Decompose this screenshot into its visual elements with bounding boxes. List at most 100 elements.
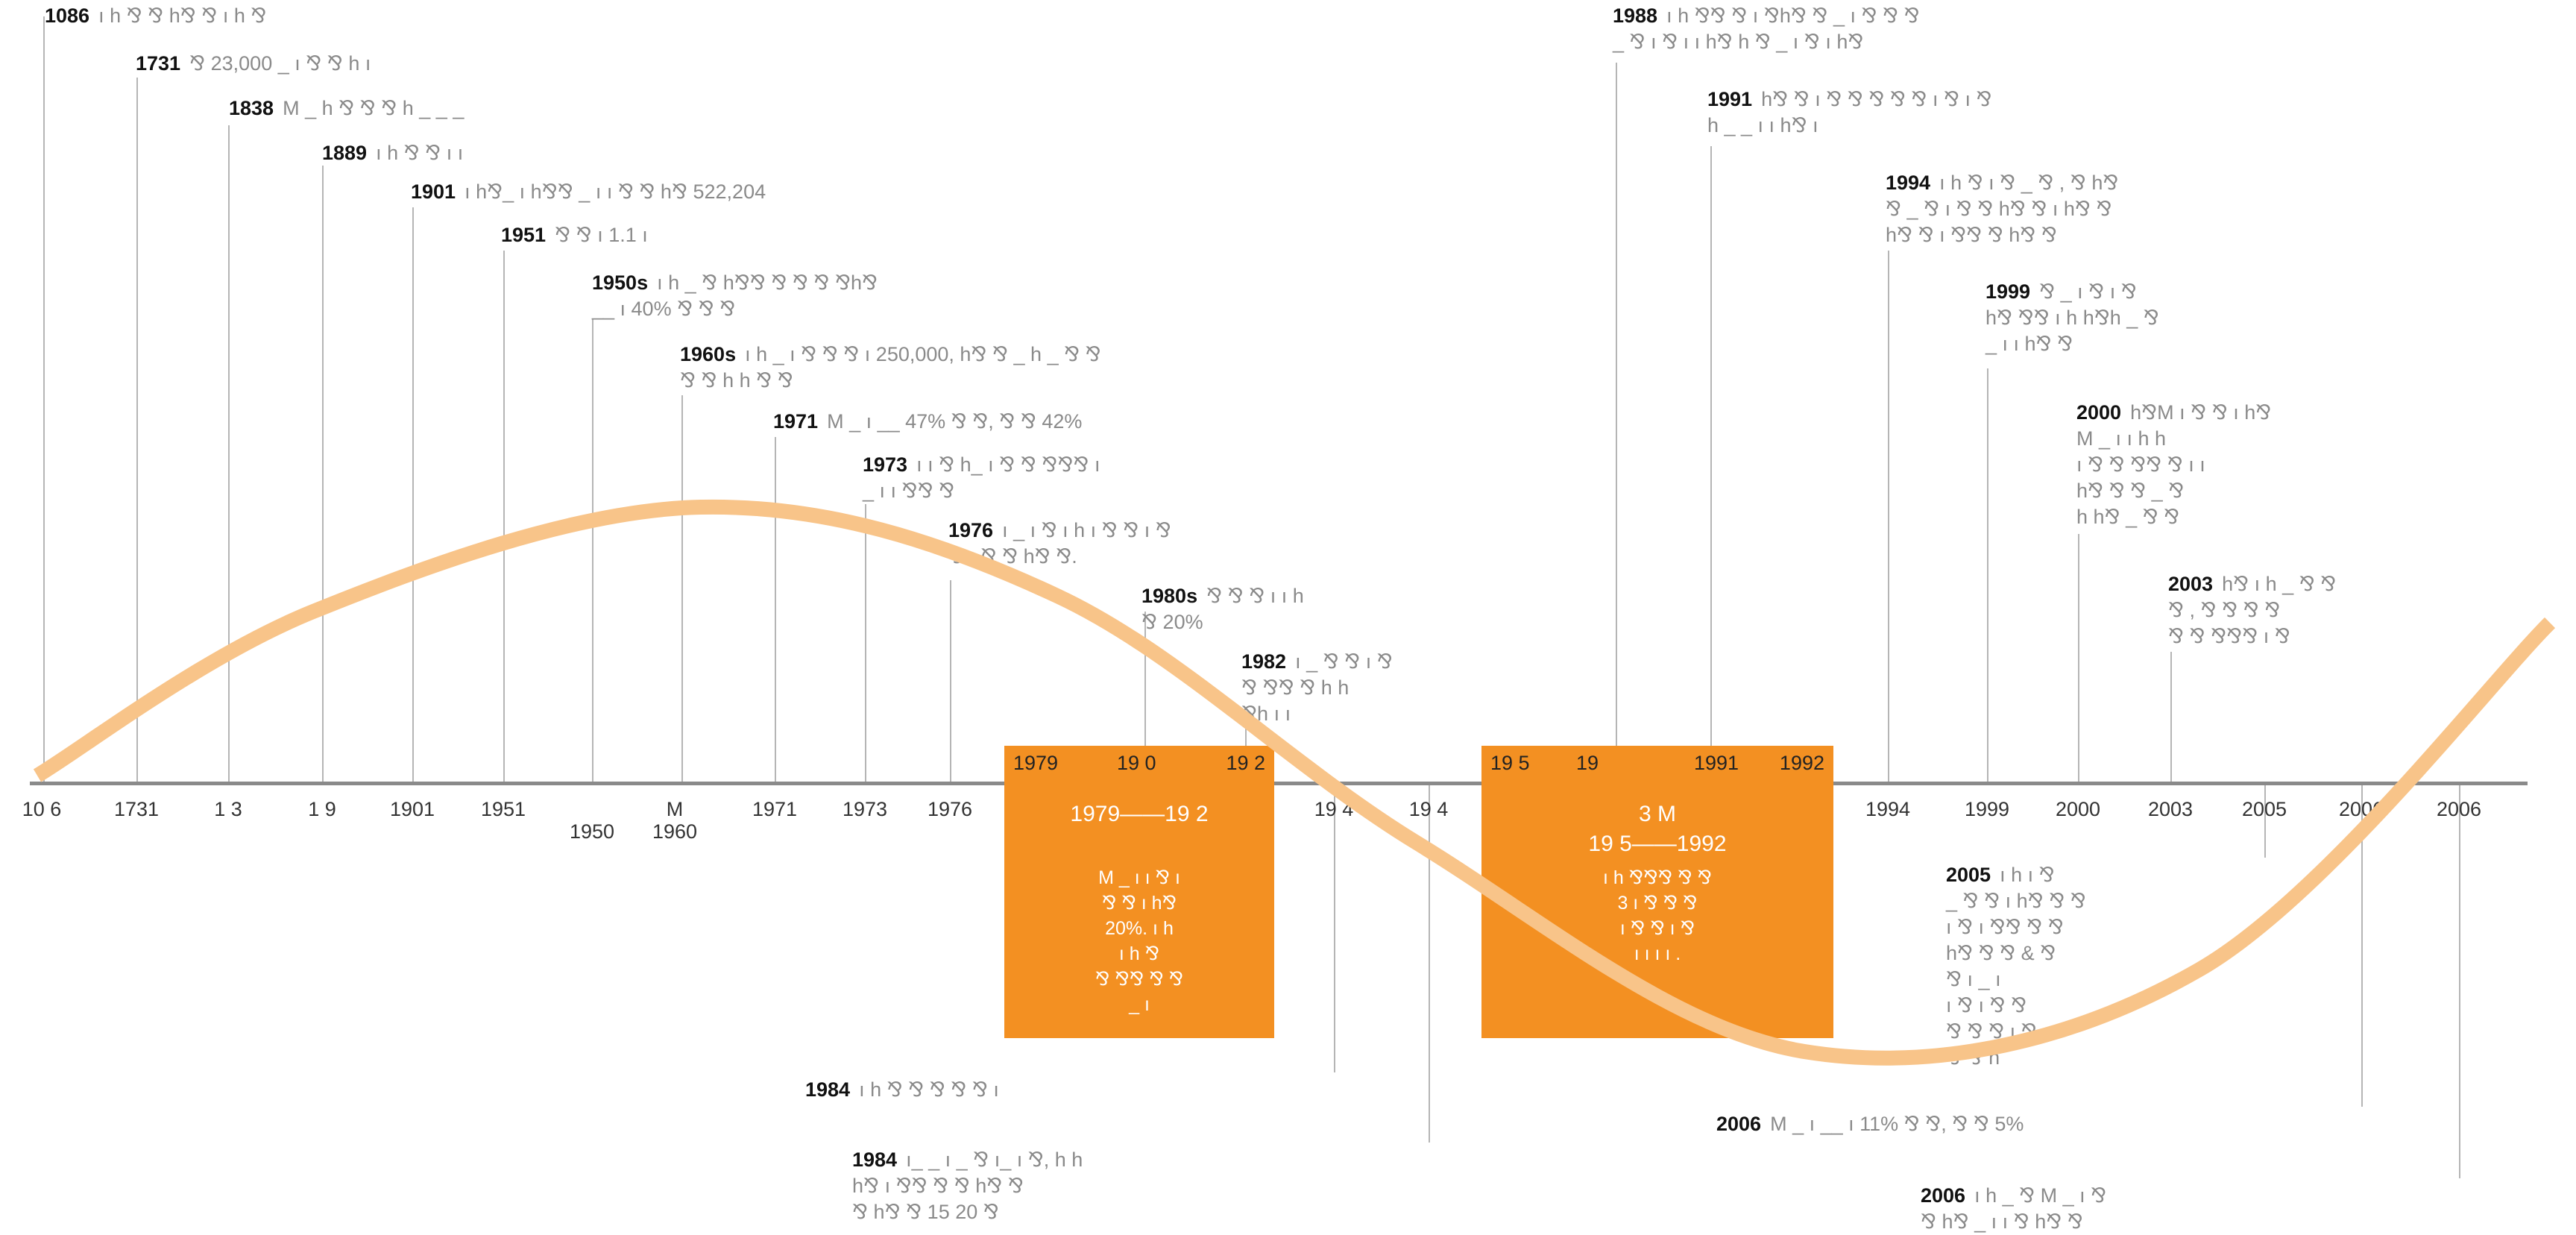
axis-label: 2000	[2055, 798, 2101, 820]
event-item: 1984 ı_ _ ı _ ⅋ ı_ ı ⅋, h h h⅋ ı ⅋⅋ ⅋ ⅋ h…	[852, 1147, 1083, 1225]
event-text: ı_ _ ı _ ⅋ ı_ ı ⅋, h h h⅋ ı ⅋⅋ ⅋ ⅋ h⅋ ⅋ …	[852, 1148, 1083, 1223]
event-text: h⅋M ı ⅋ ⅋ ı h⅋ M _ ı ı h h ı ⅋ ⅋ ⅋⅋ ⅋ ı …	[2076, 401, 2272, 528]
axis-label: 1 9	[308, 798, 336, 820]
event-item: 1999 ⅋ _ ı ⅋ ı ⅋ h⅋ ⅋⅋ ı h h⅋h _ ⅋ _ ı ı …	[1985, 279, 2159, 357]
event-item: 1731 ⅋ 23,000 _ ı ⅋ ⅋ h ı	[136, 51, 371, 77]
event-item: 1980s ⅋ ⅋ ⅋ ı ı h ⅋ 20%	[1141, 583, 1304, 635]
event-year: 1950s	[592, 271, 649, 294]
axis-label: M	[666, 798, 684, 820]
event-item: 1988 ı h ⅋⅋ ⅋ ı ⅋h⅋ ⅋ _ ı ⅋ ⅋ ⅋ _ ⅋ ı ⅋ ı…	[1613, 3, 1920, 55]
event-year: 1889	[322, 142, 368, 164]
event-text: ı h ⅋⅋ ⅋ ı ⅋h⅋ ⅋ _ ı ⅋ ⅋ ⅋ _ ⅋ ı ⅋ ı ı h…	[1613, 4, 1920, 53]
event-item: 2006 M _ ı __ ı 11% ⅋ ⅋, ⅋ ⅋ 5%	[1716, 1111, 2024, 1137]
event-item: 1086 ı h ⅋ ⅋ h⅋ ⅋ ı h ⅋	[45, 3, 266, 29]
axis-label: 19 4	[1408, 798, 1449, 820]
trend-wave-path	[33, 499, 2556, 1066]
event-connector	[865, 504, 866, 782]
axis-label: 1999	[1964, 798, 2010, 820]
event-connector	[775, 437, 776, 782]
axis-label: 1901	[389, 798, 435, 820]
event-connector	[1888, 251, 1889, 782]
event-item: 1971 M _ ı __ 47% ⅋ ⅋, ⅋ ⅋ 42%	[773, 409, 1082, 435]
event-item: 1960s ı h _ ı ⅋ ⅋ ⅋ ı 250,000, h⅋ ⅋ _ h _…	[680, 342, 1101, 394]
event-item: 1951 ⅋ ⅋ ı 1.1 ı	[501, 222, 648, 248]
event-text: h⅋ ı h _ ⅋ ⅋ ⅋ , ⅋ ⅋ ⅋ ⅋ ⅋ ⅋ ⅋⅋⅋ ı ⅋	[2168, 573, 2337, 647]
axis-label: 1973	[842, 798, 888, 820]
event-year: 1984	[852, 1148, 898, 1171]
event-text: ı ı ⅋ h_ ı ⅋ ⅋ ⅋⅋⅋ ı _ ı ı ⅋⅋ ⅋	[863, 453, 1100, 502]
event-text: ⅋ ⅋ ⅋ ı ı h ⅋ 20%	[1141, 585, 1304, 633]
event-text: ı h ı ⅋ _ ⅋ ⅋ ı h⅋ ⅋ ⅋ ı ⅋ ı ⅋⅋ ⅋ ⅋ h⅋ ⅋…	[1946, 864, 2086, 1069]
period-box-tick: 1991	[1694, 752, 1739, 774]
event-item: 2003 h⅋ ı h _ ⅋ ⅋ ⅋ , ⅋ ⅋ ⅋ ⅋ ⅋ ⅋ ⅋⅋⅋ ı ⅋	[2168, 571, 2336, 650]
event-item: 1973 ı ı ⅋ h_ ı ⅋ ⅋ ⅋⅋⅋ ı _ ı ı ⅋⅋ ⅋	[863, 452, 1100, 504]
period-box-tick: 19 5	[1490, 752, 1530, 774]
event-connector	[1616, 63, 1617, 782]
event-item: 2000 h⅋M ı ⅋ ⅋ ı h⅋ M _ ı ı h h ı ⅋ ⅋ ⅋⅋ …	[2076, 400, 2271, 530]
axis-label: 1976	[927, 798, 973, 820]
event-connector	[2170, 652, 2172, 782]
event-text: ı _ ı ⅋ ı h ı ⅋ ⅋ ı ⅋ ⅋ ı ⅋ ⅋ h⅋ ⅋.	[948, 519, 1171, 568]
event-item: 1950s ı h _ ⅋ h⅋⅋ ⅋ ⅋ ⅋ ⅋h⅋ __ ı 40% ⅋ ⅋ …	[592, 270, 878, 322]
event-connector	[2264, 785, 2266, 858]
event-year: 1982	[1241, 650, 1287, 673]
event-year: 1951	[501, 224, 547, 246]
event-connector	[2078, 534, 2079, 782]
event-connector	[1987, 368, 1988, 782]
event-text: ⅋ _ ı ⅋ ı ⅋ h⅋ ⅋⅋ ı h h⅋h _ ⅋ _ ı ı h⅋ ⅋	[1985, 280, 2159, 355]
event-text: ⅋ 23,000 _ ı ⅋ ⅋ h ı	[189, 52, 371, 75]
event-text: ı h ⅋ ⅋ h⅋ ⅋ ı h ⅋	[98, 4, 267, 27]
event-year: 1984	[805, 1078, 851, 1101]
event-year: 1999	[1985, 280, 2031, 303]
axis-label: 1951	[480, 798, 526, 820]
event-connector	[43, 16, 45, 782]
event-year: 2005	[1946, 864, 1991, 886]
period-box-tick: 19	[1576, 752, 1599, 774]
event-item: 1994 ı h ⅋ ı ⅋ _ ⅋ , ⅋ h⅋ ⅋ _ ⅋ ı ⅋ ⅋ h⅋ …	[1886, 170, 2118, 248]
event-year: 1086	[45, 4, 90, 27]
axis-label: 1960	[652, 820, 698, 843]
event-year: 2000	[2076, 401, 2122, 424]
event-text: ı h⅋_ ı h⅋⅋ _ ı ı ⅋ ⅋ h⅋ 522,204	[465, 180, 766, 203]
event-text: ı h ⅋ ı ⅋ _ ⅋ , ⅋ h⅋ ⅋ _ ⅋ ı ⅋ ⅋ h⅋ ⅋ ı …	[1886, 172, 2119, 246]
event-item: 1838 M _ h ⅋ ⅋ ⅋ h _ _ _	[229, 95, 464, 122]
event-year: 1901	[411, 180, 456, 203]
period-box-tick: 19 2	[1226, 752, 1265, 774]
axis-label: 1971	[752, 798, 798, 820]
event-year: 1980s	[1141, 585, 1198, 607]
event-text: M _ ı __ 47% ⅋ ⅋, ⅋ ⅋ 42%	[827, 410, 1083, 433]
event-connector	[2361, 785, 2363, 1107]
period-box-tick: 19 0	[1117, 752, 1156, 774]
event-text: ı h ⅋ ⅋ ı ı	[376, 142, 464, 164]
event-item: 1984 ı h ⅋ ⅋ ⅋ ⅋ ⅋ ı	[805, 1077, 999, 1103]
event-text: ı h ⅋ ⅋ ⅋ ⅋ ⅋ ı	[859, 1078, 999, 1101]
event-text: h⅋ ⅋ ı ⅋ ⅋ ⅋ ⅋ ⅋ ı ⅋ ı ⅋ h _ _ ı ı h⅋ ı	[1707, 88, 1992, 136]
event-year: 2006	[1716, 1113, 1762, 1135]
event-connector	[1710, 146, 1712, 782]
event-connector	[681, 395, 683, 782]
event-item: 2006 ı h _ ⅋ M _ ı ⅋ ⅋ h⅋ _ ı ı ⅋ h⅋ ⅋	[1921, 1183, 2106, 1235]
event-year: 1731	[136, 52, 181, 75]
event-text: ⅋ ⅋ ı 1.1 ı	[555, 224, 648, 246]
axis-label: 1 3	[214, 798, 242, 820]
event-year: 1991	[1707, 88, 1753, 110]
event-connector	[322, 166, 324, 782]
event-text: ı h _ ⅋ h⅋⅋ ⅋ ⅋ ⅋ ⅋h⅋ __ ı 40% ⅋ ⅋ ⅋	[592, 271, 878, 320]
period-box: 1979 19 0 19 2 1979——19 2 M _ ı ı ⅋ ı ⅋ ⅋ ı …	[1004, 746, 1274, 1038]
event-year: 2003	[2168, 573, 2214, 595]
event-connector	[136, 78, 138, 782]
event-text: ı h _ ⅋ M _ ı ⅋ ⅋ h⅋ _ ı ı ⅋ h⅋ ⅋	[1921, 1184, 2107, 1233]
event-connector	[1429, 785, 1430, 1143]
period-box-title: 3 M 19 5——1992	[1588, 802, 1727, 856]
axis-label: 1950	[569, 820, 615, 843]
period-box-tick: 1992	[1779, 752, 1824, 774]
event-year: 1976	[948, 519, 994, 541]
event-connector	[412, 207, 414, 782]
event-text: ı _ ⅋ ⅋ ı ⅋ ⅋ ⅋⅋ ⅋ h h ⅋h ı ı	[1241, 650, 1393, 725]
event-text: M _ ı __ ı 11% ⅋ ⅋, ⅋ ⅋ 5%	[1770, 1113, 2024, 1135]
event-connector	[228, 125, 230, 782]
axis-label: 1994	[1865, 798, 1911, 820]
event-year: 1838	[229, 97, 274, 119]
